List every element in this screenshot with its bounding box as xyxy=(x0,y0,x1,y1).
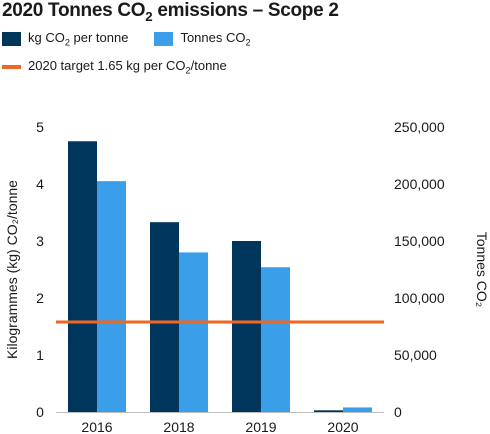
y-axis-title: Kilogrammes (kg) CO₂/tonne xyxy=(4,180,20,359)
legend-swatch-target xyxy=(2,64,21,69)
y-tick-label: 0 xyxy=(36,404,44,420)
y-right-axis-title: Tonnes CO₂ xyxy=(474,232,490,307)
y-tick-label: 2 xyxy=(36,290,44,306)
legend-label-target: 2020 target 1.65 kg per CO2/tonne xyxy=(28,58,227,76)
bar-kg-2018 xyxy=(150,222,179,412)
legend-label-tonnes: Tonnes CO2 xyxy=(180,30,251,48)
y-right-tick-label: 250,000 xyxy=(394,119,445,135)
bar-kg-2019 xyxy=(232,241,261,412)
bar-tonnes-2019 xyxy=(261,267,290,412)
y-right-tick-label: 100,000 xyxy=(394,290,445,306)
legend-swatch-tonnes xyxy=(154,31,174,46)
y-right-tick-label: 150,000 xyxy=(394,233,445,249)
y-tick-label: 4 xyxy=(36,176,44,192)
y-tick-label: 3 xyxy=(36,233,44,249)
bar-tonnes-2018 xyxy=(179,252,208,412)
y-right-tick-label: 50,000 xyxy=(394,347,437,363)
y-tick-label: 5 xyxy=(36,119,44,135)
bar-kg-2020 xyxy=(314,410,343,412)
legend-label-kg: kg CO2 per tonne xyxy=(28,30,129,48)
y-tick-label: 1 xyxy=(36,347,44,363)
x-tick-label: 2019 xyxy=(245,419,276,434)
y-right-tick-label: 0 xyxy=(394,404,402,420)
legend-target: 2020 target 1.65 kg per CO2/tonne xyxy=(2,58,227,76)
bar-tonnes-2016 xyxy=(97,181,126,412)
x-tick-label: 2020 xyxy=(327,419,358,434)
bar-tonnes-2020 xyxy=(343,407,372,412)
chart-title: 2020 Tonnes CO2 emissions – Scope 2 xyxy=(2,0,339,24)
x-tick-label: 2016 xyxy=(81,419,112,434)
bar-kg-2016 xyxy=(68,141,97,412)
y-right-tick-label: 200,000 xyxy=(394,176,445,192)
legend-swatch-kg xyxy=(2,31,21,46)
legend: kg CO2 per tonne Tonnes CO2 xyxy=(2,30,251,48)
x-tick-label: 2018 xyxy=(163,419,194,434)
